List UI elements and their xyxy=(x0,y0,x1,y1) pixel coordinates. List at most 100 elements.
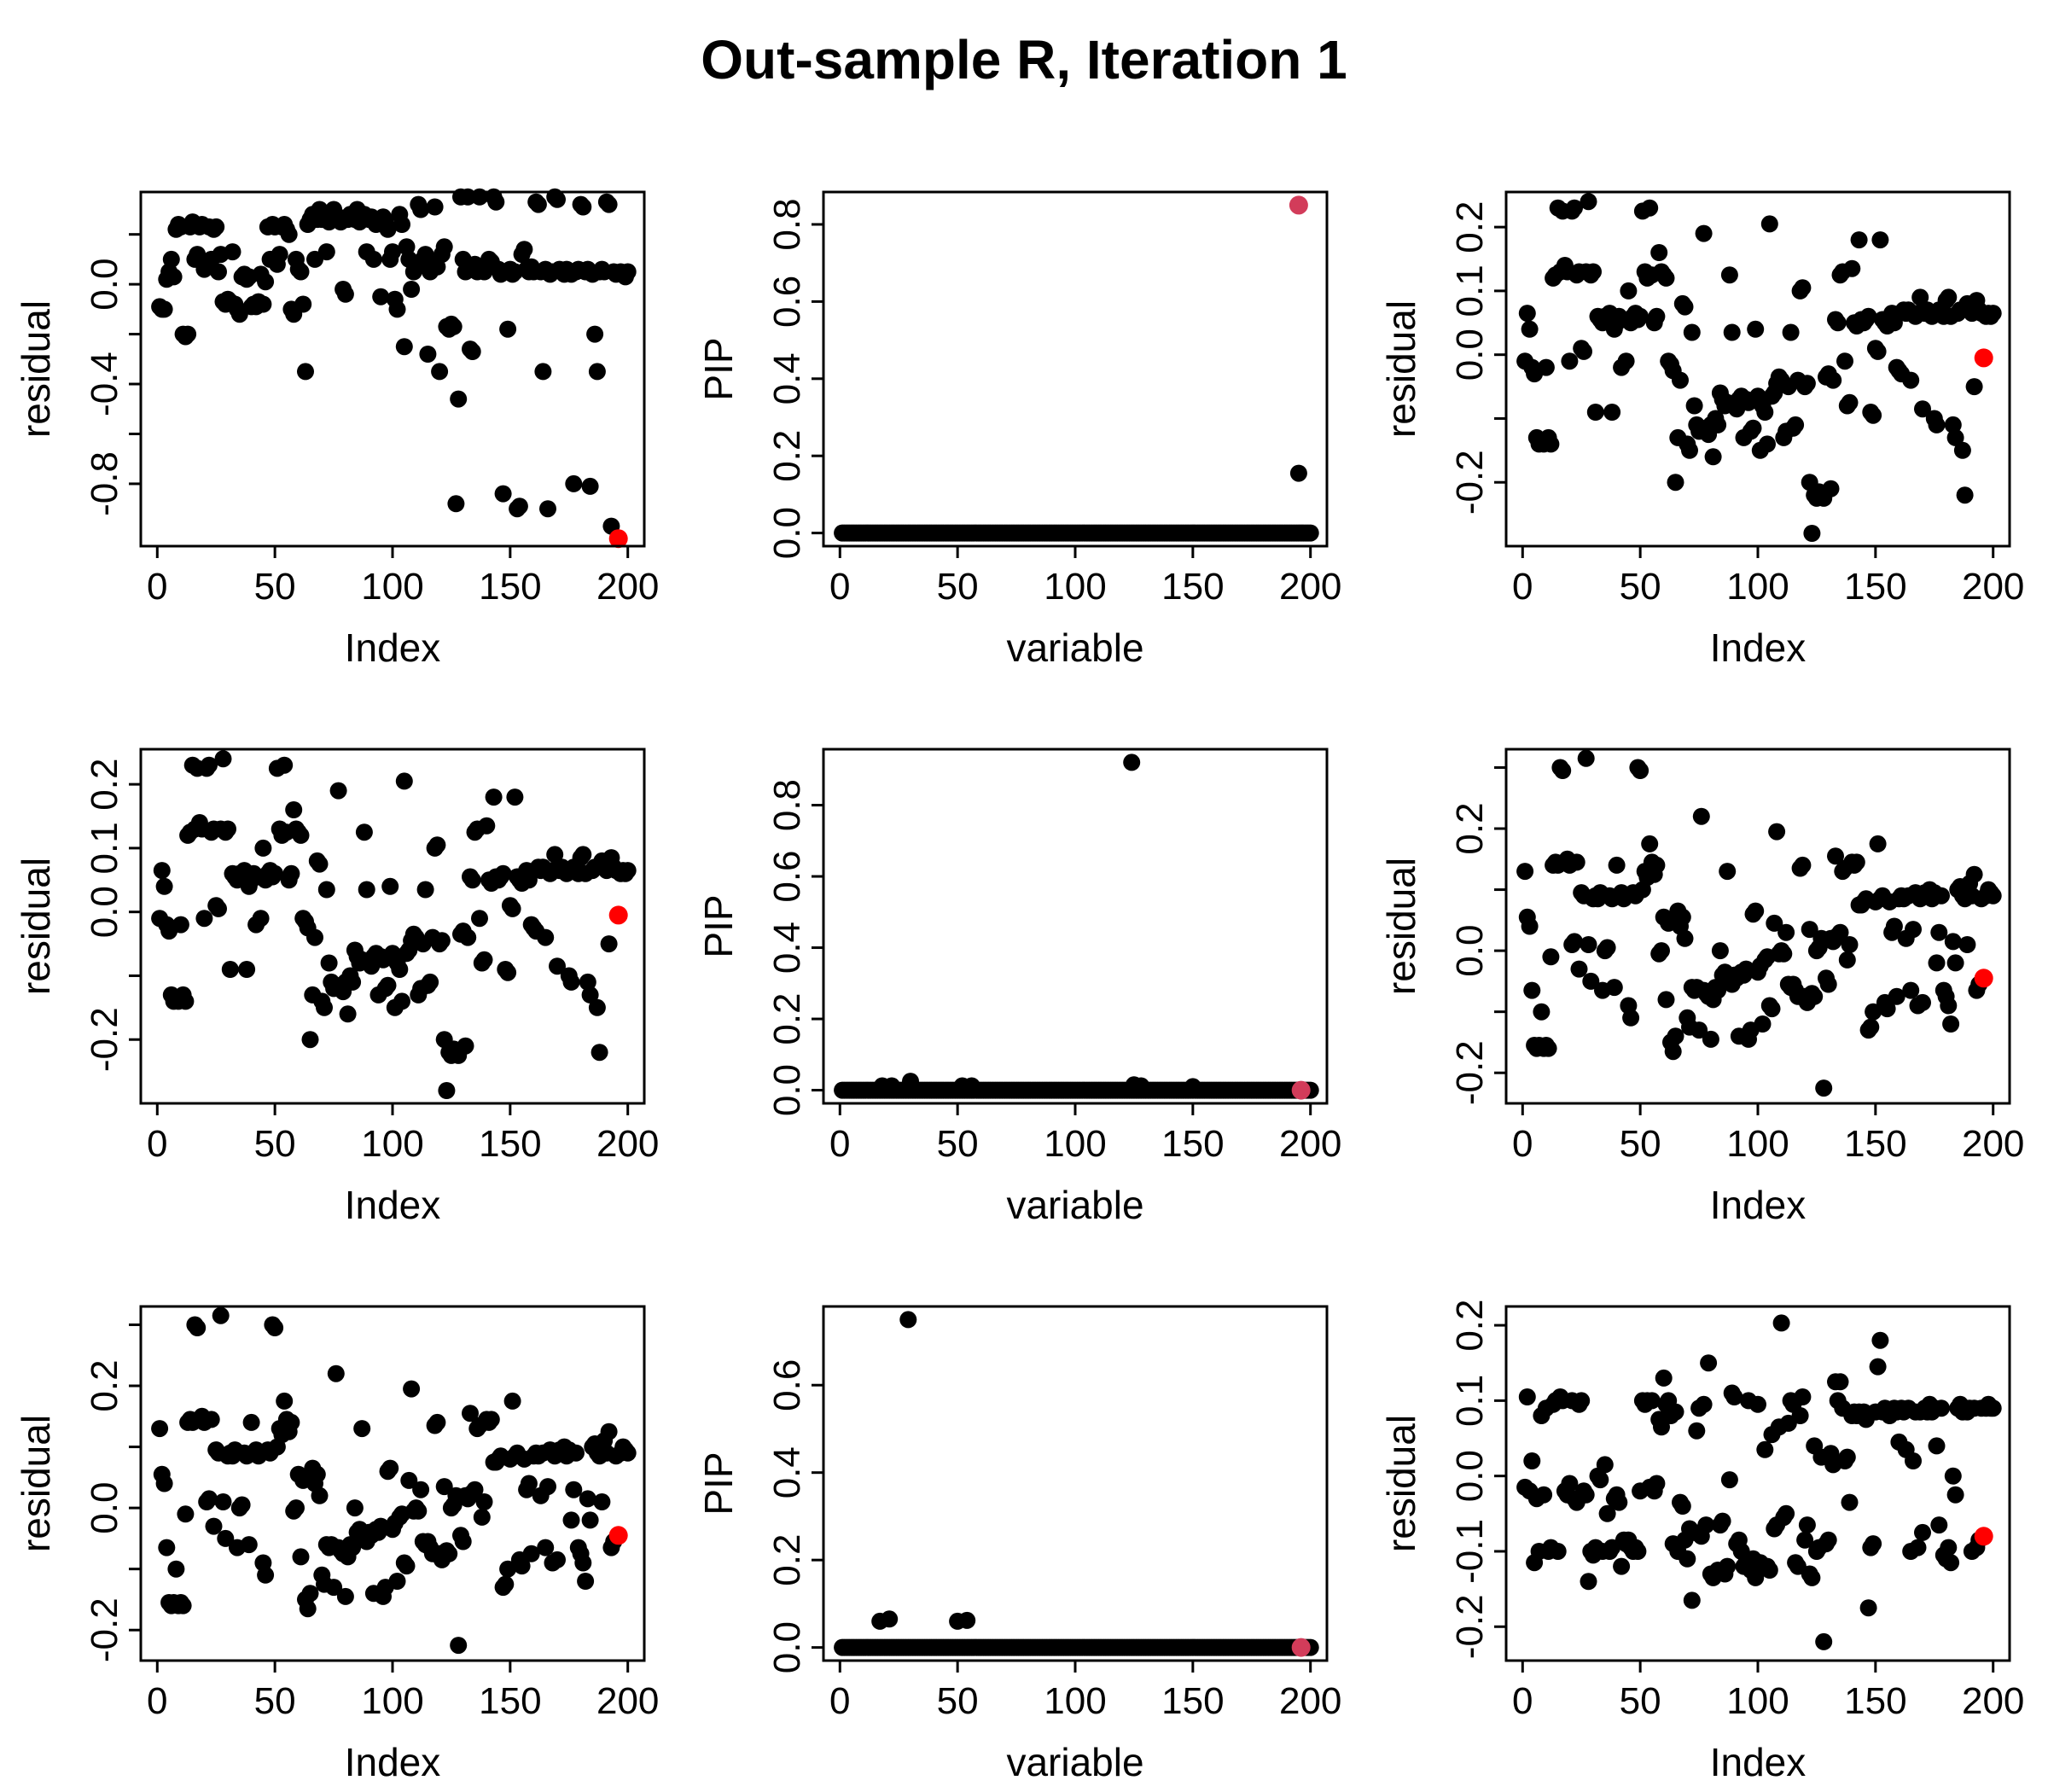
svg-text:0.2: 0.2 xyxy=(766,992,808,1044)
svg-text:variable: variable xyxy=(1006,625,1143,670)
panel-residual-iter2-repeat: 0 50 100 150 200 0.2 0.1 0.0 -0.2 Index residual xyxy=(14,748,659,1227)
svg-text:150: 150 xyxy=(1844,1680,1906,1722)
svg-text:0.6: 0.6 xyxy=(766,850,808,902)
svg-text:150: 150 xyxy=(1161,566,1224,608)
svg-text:100: 100 xyxy=(1726,566,1789,608)
svg-text:50: 50 xyxy=(937,566,979,608)
svg-text:0.0: 0.0 xyxy=(84,1482,125,1534)
panel-pip-iter2: 0 50 100 150 200 0.0 0.2 0.4 0.6 0.8 variable PIP xyxy=(696,748,1341,1227)
svg-text:0: 0 xyxy=(829,1123,850,1165)
svg-text:0.2: 0.2 xyxy=(766,430,808,482)
svg-text:variable: variable xyxy=(1006,1183,1143,1227)
svg-text:residual: residual xyxy=(1379,300,1423,438)
svg-text:50: 50 xyxy=(254,1680,296,1722)
svg-text:0.4: 0.4 xyxy=(766,922,808,974)
svg-text:0.2: 0.2 xyxy=(1449,802,1491,854)
svg-text:0.0: 0.0 xyxy=(84,886,125,938)
svg-text:0.1: 0.1 xyxy=(1449,1375,1491,1427)
svg-text:0.4: 0.4 xyxy=(766,352,808,404)
svg-text:residual: residual xyxy=(14,300,58,438)
svg-text:-0.2: -0.2 xyxy=(1449,1594,1491,1659)
svg-text:-0.2: -0.2 xyxy=(84,1597,125,1662)
svg-text:0.0: 0.0 xyxy=(1449,329,1491,381)
svg-text:0.2: 0.2 xyxy=(84,759,125,811)
svg-text:Index: Index xyxy=(345,1183,441,1227)
svg-text:Index: Index xyxy=(1710,1740,1807,1784)
svg-text:100: 100 xyxy=(361,1680,423,1722)
svg-text:0.0: 0.0 xyxy=(1449,925,1491,977)
svg-text:0.8: 0.8 xyxy=(766,198,808,250)
svg-text:0.2: 0.2 xyxy=(766,1534,808,1586)
svg-text:150: 150 xyxy=(1161,1680,1224,1722)
svg-text:0.0: 0.0 xyxy=(766,507,808,559)
svg-text:0: 0 xyxy=(147,1123,167,1165)
svg-text:-0.2: -0.2 xyxy=(1449,1040,1491,1105)
svg-text:100: 100 xyxy=(1044,566,1106,608)
svg-text:150: 150 xyxy=(1844,1123,1906,1165)
svg-text:50: 50 xyxy=(254,1123,296,1165)
svg-text:150: 150 xyxy=(479,1123,541,1165)
svg-text:0.0: 0.0 xyxy=(766,1064,808,1116)
svg-text:0: 0 xyxy=(829,566,850,608)
svg-text:50: 50 xyxy=(1620,566,1661,608)
panel-pip-iter1: 0 50 100 150 200 0.0 0.2 0.4 0.6 0.8 variable PIP xyxy=(696,190,1341,670)
svg-text:50: 50 xyxy=(937,1123,979,1165)
svg-text:-0.1: -0.1 xyxy=(1449,1519,1491,1584)
svg-text:Index: Index xyxy=(1710,625,1807,670)
svg-text:0.2: 0.2 xyxy=(1449,201,1491,253)
svg-text:200: 200 xyxy=(1962,566,2024,608)
svg-text:0.0: 0.0 xyxy=(766,1621,808,1673)
figure-grid: 0 50 100 150 200 0.0 -0.4 -0.8 Index residual 0 50… xyxy=(0,119,2048,1791)
svg-text:0.2: 0.2 xyxy=(1449,1299,1491,1351)
svg-text:100: 100 xyxy=(1726,1680,1789,1722)
svg-text:residual: residual xyxy=(1379,1415,1423,1552)
panel-residual-iter2: 0 50 100 150 200 0.2 0.1 0.0 -0.2 Index residual xyxy=(1379,190,2024,670)
figure-title: Out-sample R, Iteration 1 xyxy=(701,29,1347,90)
svg-text:0.6: 0.6 xyxy=(766,276,808,328)
svg-text:0: 0 xyxy=(1512,1123,1533,1165)
svg-text:0: 0 xyxy=(829,1680,850,1722)
svg-text:150: 150 xyxy=(479,1680,541,1722)
svg-text:-0.8: -0.8 xyxy=(84,451,125,516)
svg-text:-0.4: -0.4 xyxy=(84,352,125,416)
panel-residual-iter3: 0 50 100 150 200 0.2 0.0 -0.2 Index residual xyxy=(1379,748,2024,1227)
svg-text:PIP: PIP xyxy=(696,337,741,400)
svg-text:100: 100 xyxy=(1726,1123,1789,1165)
svg-text:0.1: 0.1 xyxy=(84,822,125,874)
svg-text:Index: Index xyxy=(345,625,441,670)
svg-text:variable: variable xyxy=(1006,1740,1143,1784)
svg-text:residual: residual xyxy=(14,858,58,995)
panel-residual-iter3-repeat: 0 50 100 150 200 0.2 0.0 -0.2 Index residual xyxy=(14,1305,659,1784)
svg-text:50: 50 xyxy=(254,566,296,608)
panel-pip-iter3: 0 50 100 150 200 0.0 0.2 0.4 0.6 variable PIP xyxy=(696,1305,1341,1784)
svg-text:150: 150 xyxy=(1161,1123,1224,1165)
svg-text:residual: residual xyxy=(14,1415,58,1552)
svg-text:0: 0 xyxy=(1512,566,1533,608)
svg-text:0: 0 xyxy=(1512,1680,1533,1722)
svg-text:50: 50 xyxy=(1620,1123,1661,1165)
svg-text:200: 200 xyxy=(1962,1680,2024,1722)
svg-text:200: 200 xyxy=(1279,1680,1341,1722)
svg-text:Index: Index xyxy=(1710,1183,1807,1227)
svg-text:0: 0 xyxy=(147,1680,167,1722)
svg-text:100: 100 xyxy=(361,566,423,608)
svg-text:Index: Index xyxy=(345,1740,441,1784)
svg-text:-0.2: -0.2 xyxy=(84,1007,125,1072)
svg-text:200: 200 xyxy=(1279,1123,1341,1165)
svg-text:100: 100 xyxy=(1044,1123,1106,1165)
svg-text:0.6: 0.6 xyxy=(766,1359,808,1411)
svg-text:200: 200 xyxy=(1279,566,1341,608)
svg-text:-0.2: -0.2 xyxy=(1449,450,1491,515)
panel-residual-iter1: 0 50 100 150 200 0.0 -0.4 -0.8 Index residual xyxy=(14,188,659,670)
svg-text:50: 50 xyxy=(937,1680,979,1722)
svg-text:100: 100 xyxy=(361,1123,423,1165)
svg-text:200: 200 xyxy=(596,566,659,608)
svg-text:PIP: PIP xyxy=(696,894,741,957)
svg-text:200: 200 xyxy=(1962,1123,2024,1165)
svg-text:0.0: 0.0 xyxy=(84,259,125,311)
svg-text:0.1: 0.1 xyxy=(1449,265,1491,317)
svg-text:150: 150 xyxy=(479,566,541,608)
svg-text:0: 0 xyxy=(147,566,167,608)
panel-residual-iter4: 0 50 100 150 200 0.2 0.1 0.0 -0.1 -0.2 Index residu… xyxy=(1379,1299,2024,1784)
